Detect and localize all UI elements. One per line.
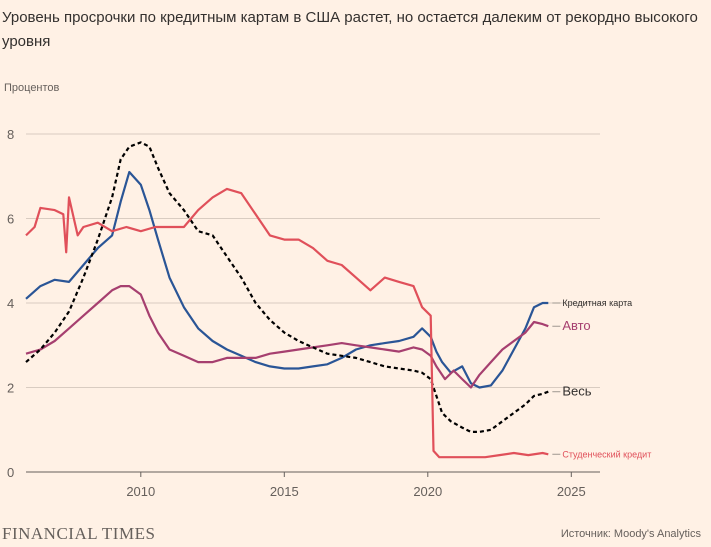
y-tick-label: 8	[7, 127, 14, 142]
series-line-1	[25, 285, 549, 389]
y-tick-label: 0	[7, 465, 14, 480]
series-label: Весь	[562, 384, 591, 399]
series-line-0	[25, 170, 549, 389]
series-label: Кредитная карта	[562, 298, 632, 308]
x-tick-label: 2025	[557, 484, 586, 499]
y-tick-label: 4	[7, 296, 14, 311]
x-tick-label: 2015	[270, 484, 299, 499]
y-tick-labels: 0 2 4 6 8	[7, 127, 14, 480]
series-label: Авто	[562, 318, 590, 333]
chart-title: Уровень просрочки по кредитным картам в …	[2, 9, 698, 50]
x-tick-labels: 2010 2015 2020 2025	[126, 472, 586, 499]
grid-lines	[26, 133, 600, 473]
publisher-logo: FINANCIAL TIMES	[2, 524, 156, 543]
x-tick-label: 2020	[413, 484, 442, 499]
y-tick-label: 2	[7, 381, 14, 396]
series-labels: Кредитная карта Авто Весь Студенческий кред…	[552, 298, 651, 459]
y-tick-label: 6	[7, 212, 14, 227]
series-line-3	[25, 187, 549, 459]
series-line-2	[25, 141, 549, 433]
series-label: Студенческий кредит	[562, 449, 651, 459]
x-tick-label: 2010	[126, 484, 155, 499]
source-note: Источник: Moody's Analytics	[560, 528, 701, 540]
y-axis-label: Процентов	[4, 82, 60, 94]
series-lines	[25, 141, 549, 459]
